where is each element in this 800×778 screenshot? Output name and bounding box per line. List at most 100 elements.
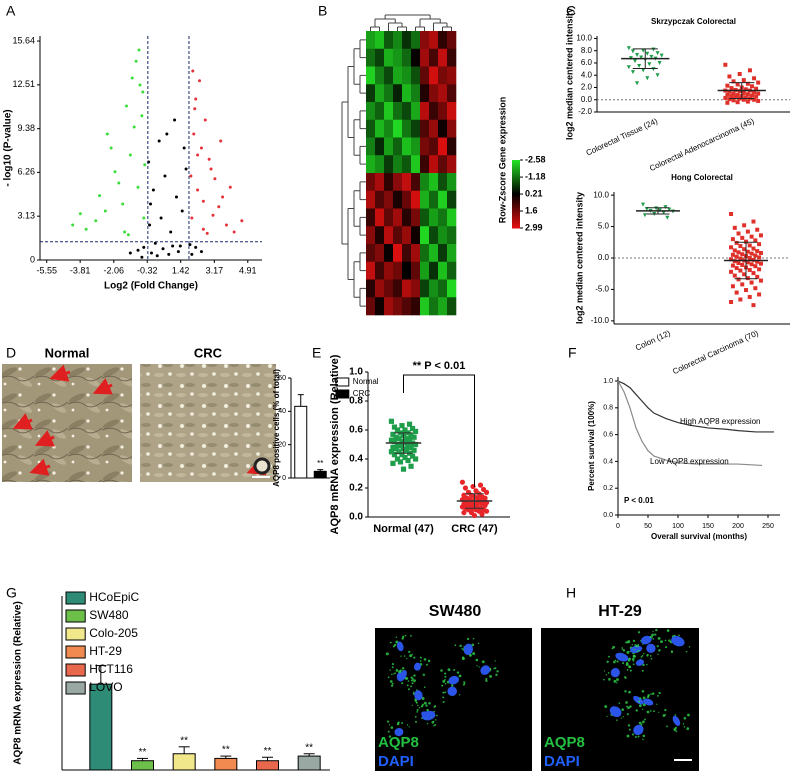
point: [173, 118, 177, 122]
aqp8-signal: [622, 716, 624, 718]
aqp8-signal: [391, 673, 393, 675]
heatmap-cell: [366, 190, 376, 209]
aqp8-signal: [444, 672, 447, 675]
heatmap-cell: [429, 261, 439, 280]
annotation: Low AQP8 expression: [650, 457, 729, 466]
bracket: [403, 374, 475, 487]
point: [105, 132, 109, 136]
point: [406, 437, 413, 443]
point: [157, 139, 161, 143]
aqp8-signal: [642, 696, 646, 700]
panel-label: C: [566, 3, 576, 19]
colorbar-segment: [512, 198, 520, 201]
point: [394, 456, 401, 462]
aqp8-signal: [616, 719, 618, 721]
point: [211, 213, 215, 217]
x-tick-label: 200: [732, 523, 744, 530]
point: [132, 125, 136, 129]
y-tick-label: 15.64: [12, 35, 35, 45]
point: [130, 76, 134, 80]
aqp8-signal: [391, 666, 394, 669]
point: [388, 437, 395, 443]
colorbar-segment: [512, 218, 520, 221]
point: [738, 268, 743, 273]
heatmap-cell: [402, 155, 412, 174]
aqp8-signal: [421, 697, 425, 700]
heatmap-cell: [384, 297, 394, 316]
aqp8-signal: [461, 648, 463, 650]
point: [103, 209, 107, 213]
point: [729, 212, 734, 216]
point: [745, 92, 750, 97]
aqp8-signal: [391, 663, 394, 666]
point: [735, 100, 740, 105]
point: [141, 90, 145, 94]
y-axis-label: Percent survival (100%): [587, 401, 596, 491]
significance: **: [222, 745, 230, 756]
point: [649, 54, 654, 59]
point: [388, 418, 395, 424]
point: [411, 434, 417, 440]
aqp8-signal: [624, 676, 627, 679]
aqp8-signal: [444, 682, 447, 685]
x-tick-label: -3.81: [70, 265, 91, 275]
colorbar-segment: [512, 190, 520, 193]
aqp8-signal: [657, 653, 659, 656]
aqp8-signal: [664, 708, 667, 712]
point: [749, 280, 754, 285]
colorbar-segment: [512, 182, 520, 185]
survival-curve: [617, 380, 774, 433]
y-tick-label: 1.0: [349, 367, 363, 378]
point: [409, 453, 416, 459]
panel-label: E: [312, 345, 321, 361]
heatmap-cell: [429, 31, 439, 50]
aqp8-signal: [634, 644, 637, 647]
point: [753, 264, 758, 269]
point: [742, 223, 747, 228]
point: [665, 215, 670, 220]
y-tick-label: 3.13: [17, 211, 35, 221]
point: [741, 97, 746, 102]
nucleus: [640, 635, 652, 645]
nucleus: [609, 706, 622, 717]
aqp8-signal: [627, 706, 630, 710]
aqp8-signal: [407, 680, 410, 682]
heatmap-cell: [366, 297, 376, 316]
heatmap-cell: [384, 226, 394, 245]
nucleus: [414, 690, 423, 701]
point: [191, 69, 195, 73]
legend-swatch: [65, 627, 86, 641]
heatmap-cell: [366, 48, 376, 67]
x-tick-label: 3.17: [206, 265, 224, 275]
y-tick-label: 2.0: [581, 83, 593, 92]
x-tick-label: 4.91: [239, 265, 257, 275]
point: [732, 225, 737, 230]
point: [403, 447, 410, 453]
aqp8-signal: [458, 694, 461, 696]
aqp8-signal: [411, 682, 414, 685]
point: [165, 132, 169, 136]
nucleus: [396, 641, 404, 652]
point: [737, 72, 742, 76]
aqp8-signal: [459, 644, 462, 648]
point: [639, 55, 644, 60]
bar: [214, 757, 238, 771]
point: [635, 53, 640, 57]
heatmap-cell: [402, 261, 412, 280]
point: [390, 444, 396, 450]
point: [655, 51, 660, 56]
heatmap-cell: [375, 297, 385, 316]
aqp8-signal: [417, 704, 419, 707]
heatmap-cell: [429, 208, 439, 227]
point: [730, 237, 735, 242]
heatmap-cell: [411, 297, 421, 316]
significance: **: [139, 747, 147, 758]
aqp8-signal: [456, 671, 460, 674]
heatmap-cell: [384, 66, 394, 85]
x-axis-label: Overall survival (months): [651, 532, 747, 541]
aqp8-signal: [608, 678, 611, 681]
nucleus: [480, 665, 491, 675]
aqp8-signal: [685, 650, 688, 653]
heatmap-cell: [375, 261, 385, 280]
aqp8-signal: [423, 686, 426, 689]
